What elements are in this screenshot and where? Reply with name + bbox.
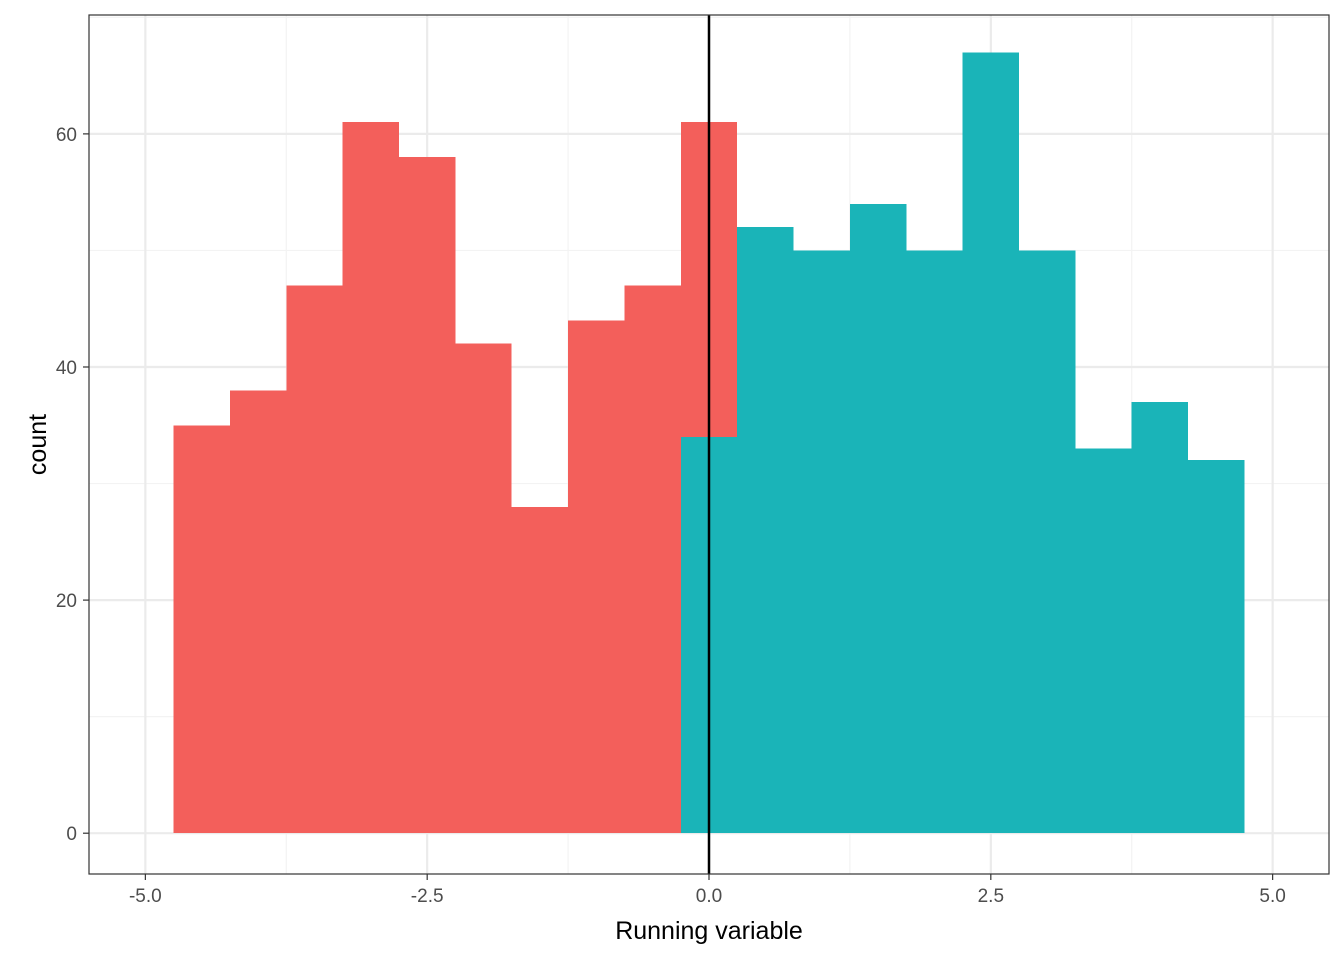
below-cutoff-bar xyxy=(286,285,343,834)
above-cutoff-bar xyxy=(906,250,963,834)
below-cutoff-bar xyxy=(173,425,230,834)
x-axis: -5.0 -2.5 0.0 2.5 5.0 xyxy=(129,874,1286,907)
above-cutoff-bar xyxy=(849,203,907,834)
above-cutoff-bars xyxy=(680,52,1245,834)
below-cutoff-bar xyxy=(511,506,569,834)
y-tick-label: 0 xyxy=(66,824,77,845)
below-cutoff-bar xyxy=(568,320,625,834)
above-cutoff-bar xyxy=(962,52,1019,834)
x-tick-label: 0.0 xyxy=(696,886,722,907)
below-cutoff-bars xyxy=(173,122,738,834)
x-tick-label: -2.5 xyxy=(411,886,444,907)
x-tick-label: 5.0 xyxy=(1259,886,1285,907)
x-axis-title: Running variable xyxy=(615,917,803,945)
y-tick-label: 20 xyxy=(56,591,77,612)
above-cutoff-bar xyxy=(1131,401,1189,834)
below-cutoff-bar xyxy=(624,285,681,834)
x-tick-label: 2.5 xyxy=(978,886,1004,907)
below-cutoff-bar xyxy=(455,343,512,834)
below-cutoff-bar xyxy=(342,122,399,834)
x-tick-label: -5.0 xyxy=(129,886,162,907)
below-cutoff-bar xyxy=(229,390,287,834)
above-cutoff-bar xyxy=(793,250,850,834)
above-cutoff-bar xyxy=(1188,460,1245,834)
y-tick-label: 60 xyxy=(56,125,77,146)
y-axis: 0 20 40 60 xyxy=(56,125,89,845)
y-axis-title: count xyxy=(24,414,52,475)
above-cutoff-bar xyxy=(1075,448,1132,834)
y-tick-label: 40 xyxy=(56,358,77,379)
below-cutoff-bar xyxy=(399,157,456,834)
above-cutoff-bar xyxy=(1019,250,1076,834)
above-cutoff-bar xyxy=(737,227,794,834)
